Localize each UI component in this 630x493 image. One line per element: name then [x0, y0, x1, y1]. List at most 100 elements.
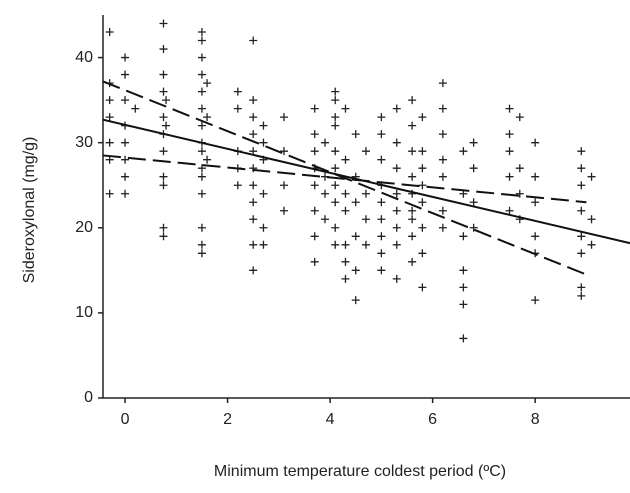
point — [351, 296, 360, 305]
point — [408, 215, 417, 224]
point — [121, 138, 130, 147]
point — [197, 172, 206, 181]
y-tick-label: 40 — [75, 49, 93, 66]
point — [105, 189, 114, 198]
point — [105, 113, 114, 122]
point — [259, 240, 268, 249]
point — [197, 164, 206, 173]
point — [377, 232, 386, 241]
point — [259, 189, 268, 198]
point — [392, 104, 401, 113]
point — [331, 223, 340, 232]
point — [361, 240, 370, 249]
point — [105, 138, 114, 147]
point — [577, 206, 586, 215]
point — [131, 104, 140, 113]
point — [310, 104, 319, 113]
point — [469, 223, 478, 232]
confidence-line — [102, 154, 587, 204]
point — [577, 249, 586, 258]
y-axis-label: Sideroxylonal (mg/g) — [21, 137, 38, 284]
point — [361, 215, 370, 224]
point — [331, 147, 340, 156]
point — [197, 28, 206, 37]
point — [392, 240, 401, 249]
point — [320, 138, 329, 147]
point — [438, 223, 447, 232]
point — [121, 96, 130, 105]
point — [377, 215, 386, 224]
point — [121, 172, 130, 181]
point — [279, 147, 288, 156]
x-axis-label: Minimum temperature coldest period (ºC) — [214, 463, 506, 480]
point — [310, 232, 319, 241]
point — [469, 164, 478, 173]
point — [320, 215, 329, 224]
point — [587, 240, 596, 249]
point — [159, 19, 168, 28]
point — [197, 147, 206, 156]
point — [162, 96, 171, 105]
point — [418, 164, 427, 173]
point — [331, 121, 340, 130]
point — [105, 96, 114, 105]
point — [377, 198, 386, 207]
point — [515, 113, 524, 122]
point — [341, 240, 350, 249]
point — [331, 240, 340, 249]
point — [418, 198, 427, 207]
point — [577, 291, 586, 300]
point — [418, 283, 427, 292]
point — [531, 296, 540, 305]
point — [197, 121, 206, 130]
point — [505, 206, 514, 215]
point — [197, 53, 206, 62]
point — [159, 172, 168, 181]
point — [197, 87, 206, 96]
point — [279, 181, 288, 190]
point — [418, 181, 427, 190]
point — [197, 70, 206, 79]
point — [438, 104, 447, 113]
point — [259, 138, 268, 147]
point — [392, 206, 401, 215]
point — [249, 266, 258, 275]
y-tick-label: 10 — [75, 304, 93, 321]
point — [438, 79, 447, 88]
point — [233, 181, 242, 190]
point — [331, 181, 340, 190]
point — [408, 147, 417, 156]
point — [310, 130, 319, 139]
point — [505, 130, 514, 139]
point — [249, 113, 258, 122]
point — [377, 155, 386, 164]
point — [505, 172, 514, 181]
point — [418, 147, 427, 156]
point — [331, 113, 340, 122]
point — [361, 147, 370, 156]
y-tick-label: 0 — [84, 389, 93, 406]
point — [320, 189, 329, 198]
y-tick-label: 30 — [75, 134, 93, 151]
point — [392, 164, 401, 173]
point — [505, 147, 514, 156]
point — [408, 232, 417, 241]
point — [438, 172, 447, 181]
point — [438, 155, 447, 164]
point — [418, 249, 427, 258]
point — [341, 274, 350, 283]
x-tick-label: 6 — [428, 411, 437, 428]
point — [418, 223, 427, 232]
point — [438, 206, 447, 215]
point — [408, 96, 417, 105]
point — [162, 121, 171, 130]
point — [351, 232, 360, 241]
point — [259, 121, 268, 130]
point — [577, 181, 586, 190]
point — [459, 266, 468, 275]
point — [408, 206, 417, 215]
point — [341, 155, 350, 164]
point — [105, 28, 114, 37]
point — [341, 104, 350, 113]
point — [531, 172, 540, 181]
